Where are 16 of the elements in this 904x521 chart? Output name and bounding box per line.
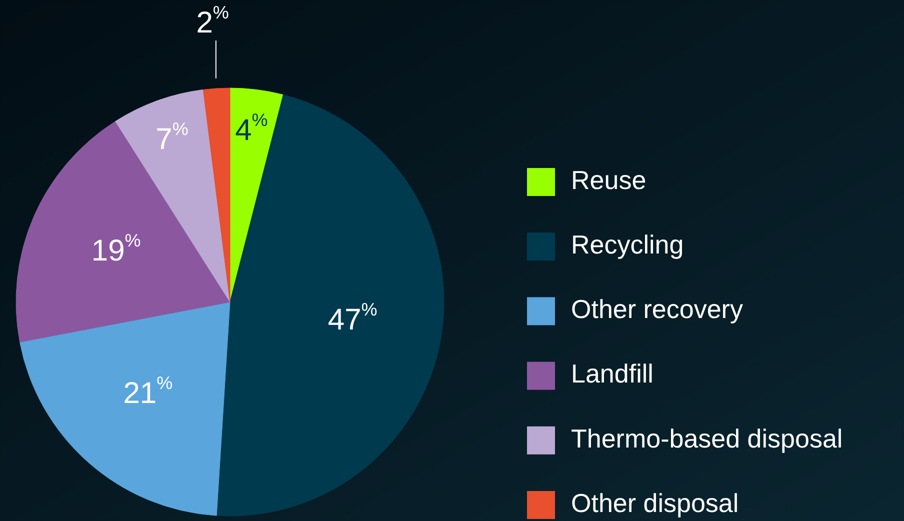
pie-slice [202, 88, 230, 302]
legend-label: Other recovery [571, 294, 743, 324]
legend-label: Thermo-based disposal [571, 423, 843, 454]
data-label: 4$^{%}$ [235, 110, 268, 148]
legend-label: Reuse [571, 164, 646, 195]
pie-slice [216, 94, 444, 516]
legend-label: Recycling [571, 229, 684, 260]
data-label: 7$^{%}$ [156, 118, 188, 156]
data-label: 47$^{%}$ [328, 299, 378, 336]
legend-label: Other disposal [571, 488, 739, 518]
pie-slice [16, 121, 230, 342]
pie-slice [20, 302, 230, 516]
legend-label: Landfill [571, 358, 654, 389]
data-label: 2$^{%}$ [196, 2, 229, 40]
data-label: 21$^{%}$ [123, 373, 173, 410]
data-label: 19$^{%}$ [91, 230, 141, 268]
